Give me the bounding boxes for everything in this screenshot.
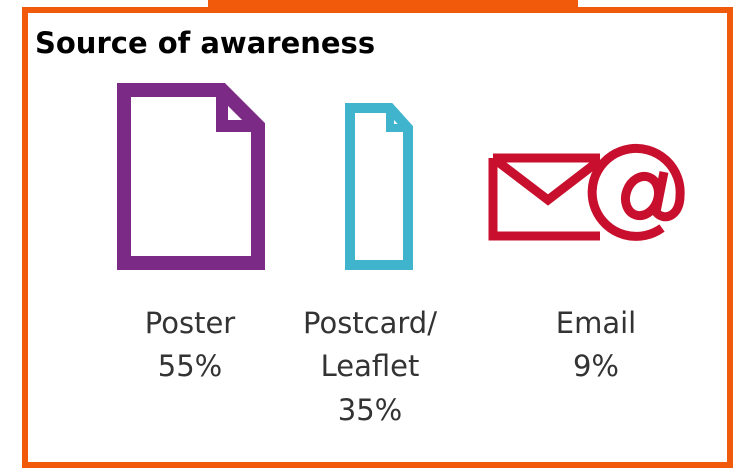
poster-fold — [216, 90, 258, 132]
leaflet-icon — [345, 103, 413, 270]
leaflet-fold — [386, 108, 408, 132]
item-percent: 9% — [573, 349, 619, 383]
at-inner — [620, 171, 664, 221]
tab — [208, 0, 578, 13]
item-label: Email — [556, 306, 636, 340]
item-label: Postcard/ — [303, 306, 437, 340]
envelope-icon — [488, 153, 603, 241]
title: Source of awareness — [35, 26, 375, 60]
item-percent: 35% — [338, 393, 402, 427]
at-icon — [587, 143, 685, 241]
item-label: Leaflet — [321, 349, 420, 383]
poster-icon — [117, 83, 265, 270]
item-label: Poster — [145, 306, 236, 340]
item-percent: 55% — [158, 349, 222, 383]
